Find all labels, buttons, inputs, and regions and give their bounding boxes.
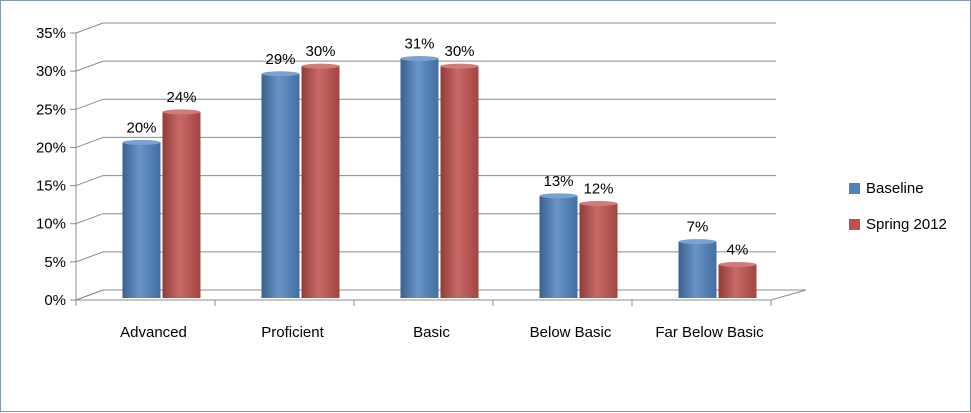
bar-top: [400, 56, 439, 62]
y-tick-label: 10%: [36, 216, 66, 233]
bar-top: [678, 239, 717, 245]
y-tick-label: 30%: [36, 63, 66, 80]
bar-baseline: [122, 142, 161, 298]
gridline-slant: [75, 213, 104, 225]
data-label: 30%: [305, 43, 335, 60]
legend-label: Spring 2012: [866, 216, 947, 233]
data-label: 4%: [727, 241, 749, 258]
bar-top: [301, 63, 340, 69]
data-label: 24%: [166, 89, 196, 106]
y-tick-label: 0%: [44, 292, 66, 309]
axes: 0% 5% 10% 15% 20% 25% 30% 35% Advanced Proficient…: [36, 25, 807, 341]
gridline-slant: [75, 136, 104, 148]
x-tick-label: Proficient: [261, 324, 324, 341]
bar-top: [579, 200, 618, 206]
bar-top: [539, 193, 578, 199]
x-tick-label: Far Below Basic: [655, 324, 764, 341]
bar-baseline: [678, 241, 717, 298]
legend-swatch: [849, 219, 860, 230]
y-tick-label: 15%: [36, 178, 66, 195]
data-label: 20%: [126, 119, 156, 136]
bar-baseline: [400, 58, 439, 299]
bar-baseline: [261, 73, 300, 299]
gridline-slant: [75, 98, 104, 110]
bar-top: [261, 71, 300, 77]
x-tick-label: Basic: [413, 324, 450, 341]
y-tick-label: 25%: [36, 101, 66, 118]
y-tick-label: 35%: [36, 25, 66, 42]
bar-spring-2012: [579, 203, 618, 298]
data-label: 12%: [583, 180, 613, 197]
data-label: 30%: [444, 43, 474, 60]
bar-top: [122, 139, 161, 145]
bar-spring-2012: [440, 66, 479, 299]
gridline-slant: [75, 22, 104, 34]
legend-swatch: [849, 183, 860, 194]
bar-top: [718, 261, 757, 267]
bar-spring-2012: [718, 264, 757, 298]
bar-baseline: [539, 195, 578, 298]
gridline-slant: [75, 251, 104, 263]
y-tick-label: 20%: [36, 139, 66, 156]
data-label: 7%: [687, 219, 709, 236]
bar-spring-2012: [301, 66, 340, 299]
legend: Baseline Spring 2012: [849, 180, 947, 233]
bar-top: [162, 109, 201, 115]
x-tick-label: Below Basic: [530, 324, 612, 341]
legend-label: Baseline: [866, 180, 924, 197]
bar-spring-2012: [162, 111, 201, 299]
gridline-slant: [75, 60, 104, 72]
gridline-slant: [75, 175, 104, 187]
data-label: 13%: [543, 173, 573, 190]
bar-top: [440, 63, 479, 69]
data-labels: 20% 24% 29% 30% 31% 30% 13% 12% 7% 4%: [126, 36, 748, 259]
data-label: 31%: [404, 36, 434, 53]
data-label: 29%: [265, 51, 295, 68]
x-tick-label: Advanced: [120, 324, 187, 341]
y-tick-label: 5%: [44, 254, 66, 271]
bars: [122, 56, 757, 299]
